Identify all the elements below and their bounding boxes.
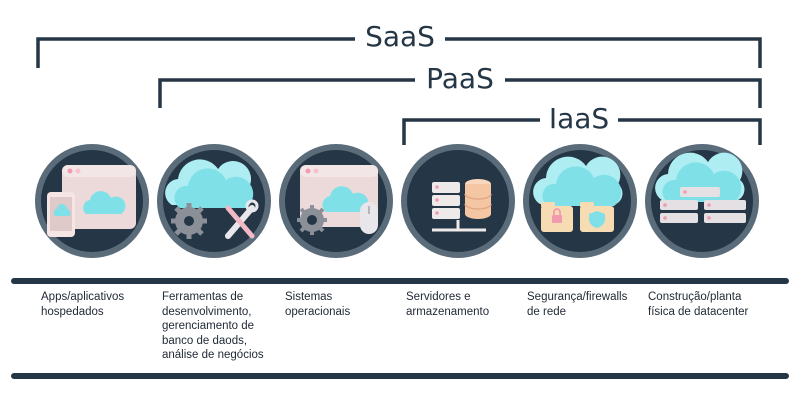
caption-dev-tools: Ferramentas de desenvolvimento, gerencia… [162,291,264,361]
iaas-label: IaaS [549,102,609,135]
caption-servers-storage: Servidores e armazenamento [406,291,490,318]
datacenter-icon [645,144,759,258]
iaas-bracket: IaaS [402,102,762,145]
dev-tools-icon [157,144,271,258]
caption-operating-systems: Sistemas operacionais [285,291,351,318]
caption-hosted-apps: Apps/aplicativos hospedados [41,291,125,318]
caption-datacenter: Construção/planta física de datacenter [648,291,749,318]
hosted-apps-icon [35,144,149,258]
saas-bracket: SaaS [36,20,762,68]
paas-label: PaaS [426,62,494,95]
paas-bracket: PaaS [158,62,762,108]
operating-systems-icon [279,144,393,258]
saas-label: SaaS [365,20,435,53]
caption-network-security: Segurança/firewalls de rede [527,291,628,318]
servers-storage-icon [401,144,515,258]
network-security-icon [523,144,637,258]
